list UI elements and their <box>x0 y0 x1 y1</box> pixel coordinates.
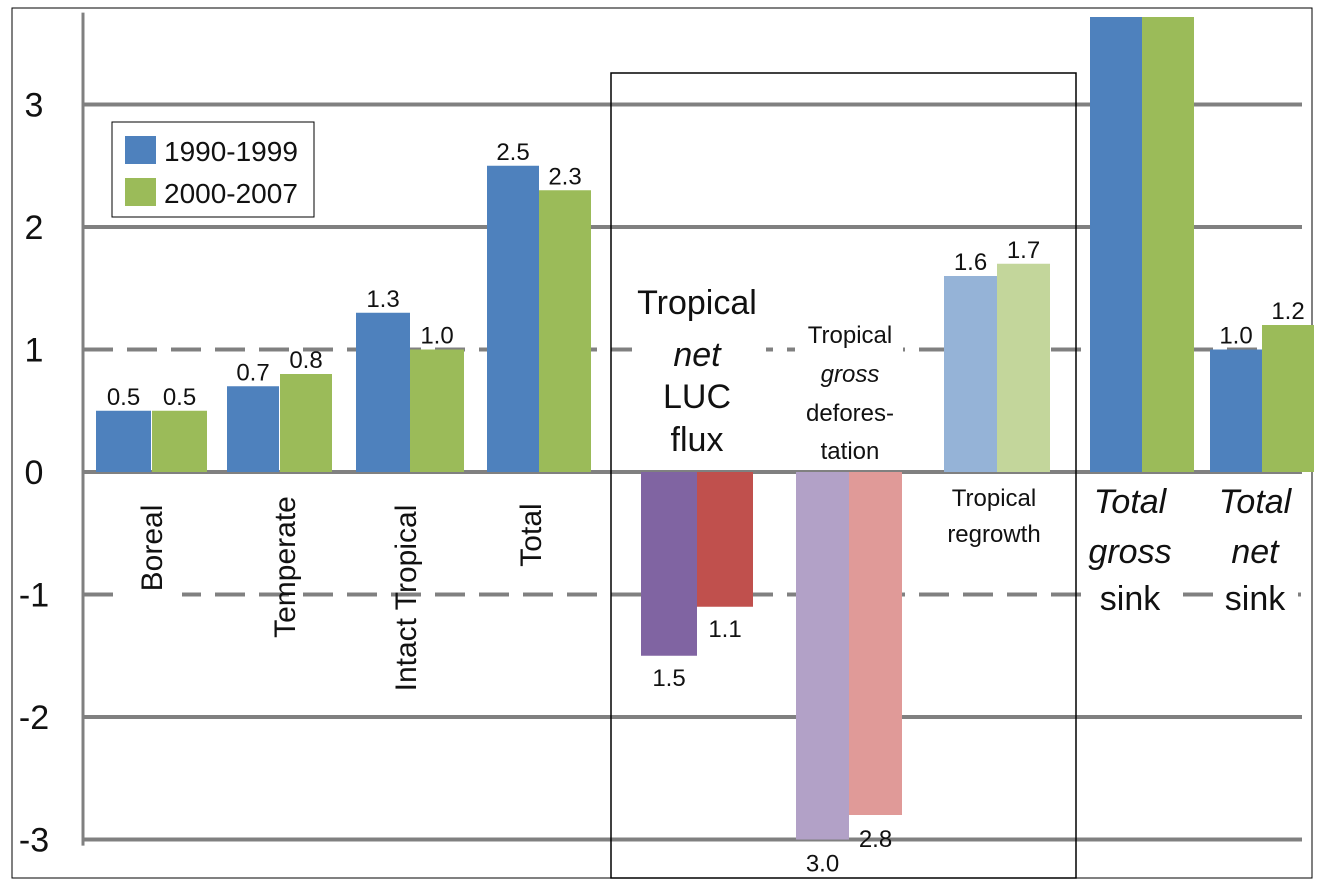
bar <box>697 472 753 607</box>
data-label: 1.0 <box>1219 323 1252 350</box>
legend-swatch <box>125 136 156 164</box>
bar <box>356 312 410 472</box>
y-tick-label: 3 <box>25 87 44 125</box>
category-label: regrowth <box>947 521 1040 548</box>
category-label: LUC <box>663 378 731 416</box>
category-label: Temperate <box>269 496 302 638</box>
label-mask <box>118 590 182 604</box>
y-tick-label: 1 <box>25 332 44 370</box>
category-label: Tropical <box>808 322 892 349</box>
bar <box>152 410 207 472</box>
label-mask <box>795 335 903 363</box>
y-tick-label: 2 <box>25 209 44 247</box>
y-tick-label: -2 <box>19 699 49 737</box>
data-label: 1.3 <box>366 286 399 313</box>
y-tick-label: 0 <box>25 454 44 492</box>
bar <box>280 374 332 472</box>
data-label: 0.8 <box>289 347 322 374</box>
data-label: 1.0 <box>420 323 453 350</box>
data-label: 2.3 <box>548 163 581 190</box>
category-label: sink <box>1225 580 1286 618</box>
data-label: 1.7 <box>1007 237 1040 264</box>
category-label: Boreal <box>136 505 169 592</box>
category-label: Tropical <box>952 485 1036 512</box>
category-label: Total <box>1094 483 1168 521</box>
category-label: gross <box>821 361 880 388</box>
data-label: 3.0 <box>806 851 839 878</box>
bar <box>944 276 997 472</box>
legend-label: 1990-1999 <box>164 136 298 167</box>
tropical-section-box <box>610 72 1077 879</box>
legend-swatch <box>125 178 156 206</box>
label-mask <box>1218 585 1298 613</box>
category-label: gross <box>1088 533 1171 571</box>
category-label: defores- <box>806 400 894 427</box>
label-mask <box>632 330 766 360</box>
category-label: tation <box>821 438 880 465</box>
bar <box>410 349 464 472</box>
bar <box>227 386 279 472</box>
bar <box>796 472 849 840</box>
bar <box>539 190 591 472</box>
category-label: net <box>673 336 722 374</box>
legend-label: 2000-2007 <box>164 178 298 209</box>
category-label: Total <box>515 503 548 566</box>
y-tick-label: -3 <box>19 822 49 860</box>
bar <box>1142 17 1194 472</box>
data-label: 2.5 <box>496 139 529 166</box>
label-mask <box>1082 585 1174 613</box>
category-label: Tropical <box>637 284 757 322</box>
category-label: Intact Tropical <box>390 505 423 692</box>
y-tick-label: -1 <box>19 577 49 615</box>
data-label: 0.5 <box>163 384 196 411</box>
data-label: 1.2 <box>1271 298 1304 325</box>
bar <box>96 410 151 472</box>
bar <box>1090 17 1142 472</box>
bar <box>487 165 539 472</box>
data-label: 1.5 <box>652 665 685 692</box>
data-label: 1.1 <box>708 616 741 643</box>
bar <box>997 263 1050 472</box>
category-label: net <box>1231 533 1280 571</box>
data-label: 0.7 <box>236 359 269 386</box>
bar <box>849 472 902 815</box>
bar <box>1262 325 1314 472</box>
data-label: 0.5 <box>107 384 140 411</box>
bar <box>641 472 697 656</box>
data-label: 1.6 <box>954 249 987 276</box>
category-label: flux <box>671 421 724 459</box>
category-label: Total <box>1219 483 1293 521</box>
data-label: 2.8 <box>859 826 892 853</box>
category-label: sink <box>1100 580 1161 618</box>
bar <box>1210 349 1262 472</box>
